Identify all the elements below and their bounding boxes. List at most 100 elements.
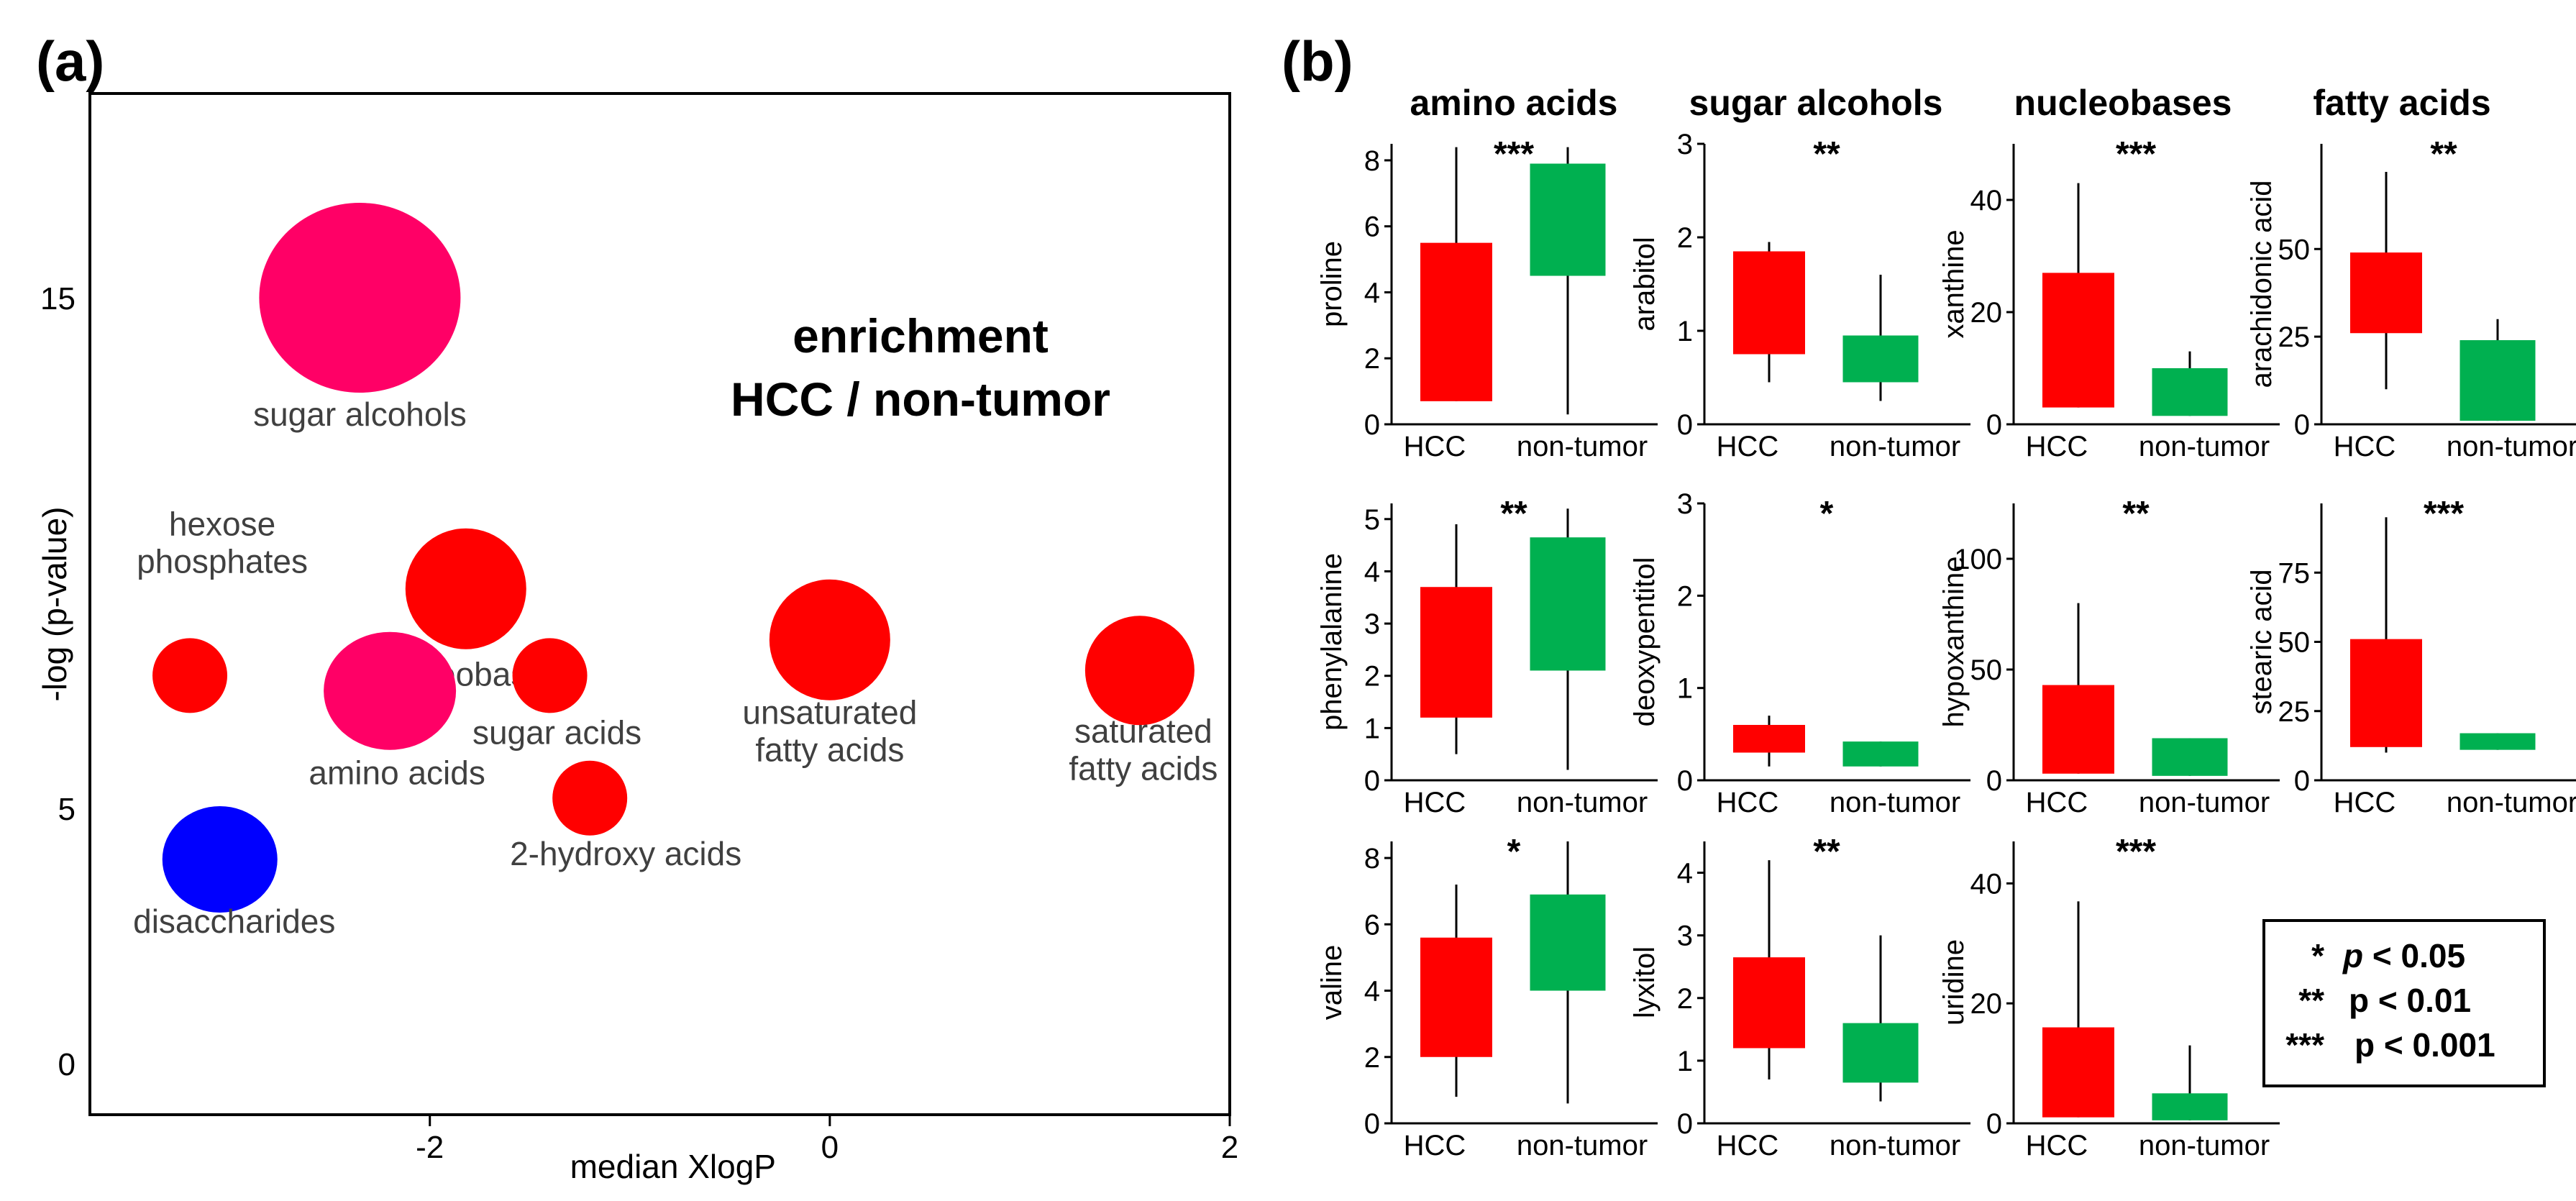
y-tick-label: 1	[1677, 316, 1693, 347]
significance-stars: ***	[2424, 495, 2464, 533]
box-non-tumor	[1530, 537, 1606, 671]
box-plot-deoxypentitol: 0 1 2 3 deoxypentitol HCC non-tumor *	[1629, 488, 1970, 818]
bubble-label: unsaturated	[742, 694, 917, 731]
x-tick-label: non-tumor	[2447, 787, 2576, 818]
x-tick-label: -2	[416, 1130, 444, 1165]
y-tick-label: 6	[1364, 909, 1380, 941]
box-HCC	[1420, 587, 1492, 718]
bubble-saturated-fatty-acids	[1084, 616, 1195, 726]
significance-stars: **	[2430, 135, 2457, 173]
box-plot-phenylalanine: 0 1 2 3 4 5 phenylalanine HCC non-tumor **	[1316, 495, 1658, 818]
y-tick-label: 3	[1677, 129, 1693, 160]
legend-stars: ***	[2285, 1026, 2324, 1064]
y-tick-label: 4	[1364, 556, 1380, 588]
box-non-tumor	[1530, 894, 1606, 991]
x-tick-label: HCC	[1404, 431, 1466, 462]
box-plot-lyxitol: 0 1 2 3 4 lyxitol HCC non-tumor **	[1629, 833, 1970, 1161]
box-plot-uridine: 0 20 40 uridine HCC non-tumor ***	[1938, 833, 2280, 1161]
x-tick-label: HCC	[1717, 431, 1779, 462]
box-plot-arabitol: 0 1 2 3 arabitol HCC non-tumor **	[1629, 129, 1970, 462]
box-non-tumor	[2152, 738, 2228, 776]
enrichment-annotation: enrichment	[793, 309, 1049, 362]
box-HCC	[1420, 242, 1492, 401]
y-tick-label: 50	[2278, 234, 2311, 265]
y-axis-label: -log (p-value)	[36, 507, 73, 702]
x-tick-label: HCC	[2334, 787, 2396, 818]
column-title: amino acids	[1410, 83, 1618, 123]
y-tick-label: 0	[1677, 409, 1693, 441]
y-axis-label: arachidonic acid	[2246, 180, 2278, 388]
box-HCC	[2042, 1027, 2114, 1118]
y-tick-label: 25	[2278, 321, 2311, 353]
x-tick-label: 2	[1221, 1130, 1238, 1165]
legend-threshold: p < 0.01	[2349, 982, 2471, 1019]
bubble-unsaturated-fatty-acids	[769, 579, 890, 700]
y-axis-label: lyxitol	[1629, 946, 1661, 1018]
bubble-label: fatty acids	[755, 731, 904, 769]
significance-stars: ***	[1494, 135, 1534, 173]
box-HCC	[2042, 685, 2114, 774]
y-tick-label: 2	[1364, 1042, 1380, 1074]
y-tick-label: 20	[1970, 988, 2003, 1020]
y-axis-label: deoxypentitol	[1629, 557, 1661, 727]
legend-stars: **	[2298, 982, 2324, 1019]
significance-stars: *	[1820, 495, 1834, 533]
y-axis-label: uridine	[1938, 939, 1970, 1026]
y-tick-label: 50	[2278, 627, 2311, 659]
y-tick-label: 4	[1364, 277, 1380, 309]
y-tick-label: 0	[2294, 765, 2310, 797]
y-tick-label: 3	[1364, 608, 1380, 640]
box-HCC	[2042, 273, 2114, 408]
y-tick-label: 50	[1970, 654, 2003, 686]
x-tick-label: HCC	[2026, 1130, 2088, 1161]
bubble-chart: -2 0 2 0 5 15 median XlogP -log (p-value) sugar …	[36, 92, 1238, 1185]
bubble-label: amino acids	[309, 754, 485, 792]
significance-stars: **	[1500, 495, 1527, 533]
box-HCC	[1420, 937, 1492, 1057]
y-tick-label: 8	[1364, 843, 1380, 875]
x-tick-label: non-tumor	[1830, 1130, 1960, 1161]
y-tick-label: 100	[1954, 544, 2002, 575]
y-tick-label: 0	[1986, 765, 2002, 797]
y-tick-label: 2	[1364, 661, 1380, 693]
column-title: fatty acids	[2313, 83, 2490, 123]
bubble-hexose-phosphates	[152, 638, 228, 713]
y-axis-label: phenylalanine	[1316, 553, 1348, 731]
column-title: nucleobases	[2014, 83, 2232, 123]
x-tick-label: HCC	[1717, 787, 1779, 818]
bubble-sugar-acids	[512, 638, 588, 713]
y-axis-label: stearic acid	[2246, 569, 2278, 714]
x-tick-label: non-tumor	[1830, 787, 1960, 818]
y-tick-label: 5	[58, 792, 76, 827]
y-tick-label: 40	[1970, 185, 2003, 216]
x-tick-label: HCC	[1404, 787, 1466, 818]
bubble-2-hydroxy-acids	[552, 760, 628, 836]
bubble-sugar-alcohols	[259, 203, 461, 393]
box-non-tumor	[2152, 1093, 2228, 1120]
box-non-tumor	[2152, 368, 2228, 416]
y-tick-label: 0	[1986, 409, 2002, 441]
significance-stars: ***	[2116, 135, 2156, 173]
x-tick-label: HCC	[2334, 431, 2396, 462]
box-non-tumor	[2459, 340, 2536, 421]
legend-frame	[2262, 919, 2546, 1087]
panel-a-label: (a)	[36, 29, 105, 93]
x-tick-label: non-tumor	[1830, 431, 1960, 462]
y-axis-label: hypoxanthine	[1938, 557, 1970, 728]
legend-stars: *	[2311, 937, 2324, 974]
y-tick-label: 1	[1677, 673, 1693, 705]
bubble-label: 2-hydroxy acids	[510, 835, 741, 872]
legend-threshold: p < 0.05	[2342, 937, 2465, 974]
box-plot-grid: amino acids sugar alcohols nucleobases fatt…	[1316, 83, 2576, 1161]
box-HCC	[1733, 251, 1805, 355]
y-tick-label: 4	[1364, 976, 1380, 1008]
significance-stars: **	[1813, 833, 1840, 871]
bubble-label: phosphates	[137, 542, 308, 580]
bubble-label: sugar acids	[472, 713, 641, 751]
box-HCC	[1733, 725, 1805, 753]
y-axis-label: proline	[1316, 241, 1348, 327]
panel-b-label: (b)	[1282, 29, 1353, 93]
